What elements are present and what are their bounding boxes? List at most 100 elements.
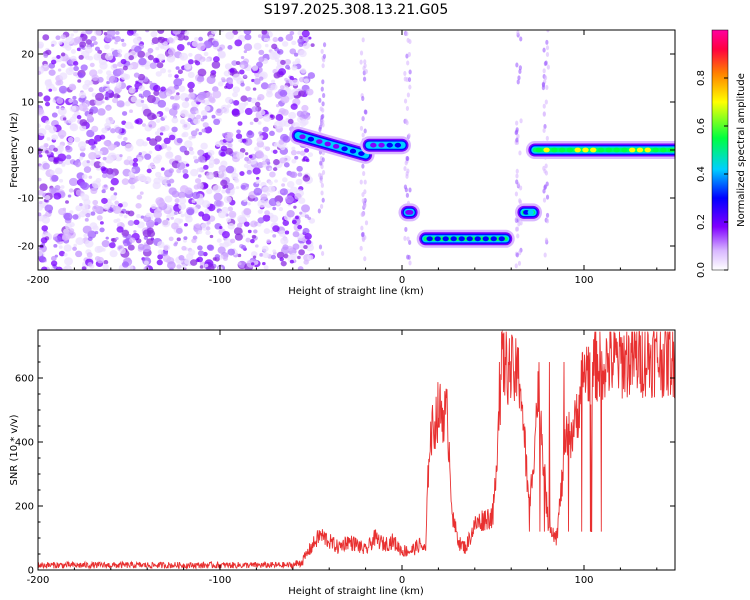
noise-speckle	[152, 165, 157, 170]
noise-speckle	[302, 227, 310, 235]
noise-speckle	[200, 99, 206, 104]
noise-speckle	[121, 178, 130, 185]
noise-speckle	[232, 73, 241, 81]
noise-speckle	[197, 245, 203, 251]
noise-speckle	[214, 199, 222, 207]
noise-speckle	[58, 245, 63, 249]
noise-speckle	[156, 113, 160, 117]
noise-speckle	[121, 229, 130, 237]
noise-speckle	[291, 219, 297, 225]
noise-speckle	[114, 41, 118, 45]
noise-speckle	[256, 96, 262, 101]
noise-speckle	[190, 259, 198, 266]
ridge-4	[514, 203, 543, 222]
ridge-peak	[482, 236, 489, 242]
noise-speckle	[278, 230, 287, 237]
noise-speckle	[117, 53, 122, 58]
ridge-0	[289, 126, 375, 164]
noise-speckle	[159, 126, 166, 132]
noise-speckle	[189, 92, 195, 98]
streak-speckle	[361, 37, 365, 43]
streak-speckle	[404, 118, 408, 124]
noise-speckle	[200, 59, 204, 63]
noise-speckle	[69, 123, 79, 132]
noise-speckle	[47, 78, 52, 83]
noise-speckle	[72, 246, 77, 251]
noise-speckle	[280, 237, 289, 245]
noise-speckle	[256, 222, 262, 227]
noise-speckle	[229, 189, 234, 194]
noise-speckle	[67, 118, 74, 124]
noise-speckle	[38, 154, 43, 158]
noise-speckle	[80, 64, 88, 71]
noise-speckle	[279, 85, 285, 90]
noise-speckle	[102, 173, 108, 179]
noise-speckle	[297, 255, 301, 260]
noise-speckle	[123, 159, 131, 166]
y-tick-label: 20	[21, 50, 34, 61]
noise-speckle	[262, 261, 266, 266]
noise-speckle	[183, 124, 188, 128]
streak-speckle	[363, 128, 367, 134]
noise-speckle	[88, 138, 96, 146]
noise-speckle	[275, 201, 281, 206]
noise-speckle	[123, 214, 128, 219]
noise-speckle	[268, 180, 273, 186]
noise-speckle	[262, 186, 270, 194]
noise-speckle	[113, 192, 118, 196]
noise-speckle	[225, 165, 235, 174]
noise-speckle	[243, 30, 252, 35]
noise-speckle	[205, 91, 213, 99]
noise-speckle	[197, 155, 206, 163]
noise-speckle	[167, 183, 172, 187]
ridge-peak	[613, 147, 620, 153]
noise-speckle	[171, 190, 180, 198]
noise-speckle	[292, 231, 300, 238]
noise-speckle	[38, 189, 44, 196]
noise-speckle	[227, 206, 234, 212]
streak-speckle	[543, 123, 547, 129]
noise-speckle	[155, 118, 161, 123]
noise-speckle	[78, 91, 87, 99]
streak-speckle	[545, 84, 549, 90]
noise-speckle	[107, 143, 116, 151]
noise-speckle	[268, 52, 278, 60]
noise-speckle	[64, 120, 69, 124]
noise-speckle	[132, 37, 141, 45]
noise-speckle	[97, 69, 103, 74]
y-tick-label: 0	[28, 146, 34, 157]
noise-speckle	[60, 52, 66, 57]
noise-speckle	[85, 46, 93, 54]
noise-speckle	[243, 50, 248, 54]
noise-speckle	[76, 47, 81, 52]
noise-speckle	[145, 212, 151, 218]
noise-speckle	[274, 57, 280, 63]
noise-speckle	[219, 226, 223, 230]
streak-speckle	[321, 170, 326, 176]
noise-speckle	[146, 137, 151, 141]
streak-speckle	[408, 240, 412, 246]
noise-speckle	[94, 245, 103, 254]
noise-speckle	[121, 111, 128, 116]
noise-speckle	[163, 137, 171, 145]
noise-speckle	[172, 30, 182, 35]
noise-speckle	[87, 236, 93, 242]
noise-speckle	[181, 245, 187, 251]
noise-speckle	[85, 212, 91, 218]
noise-speckle	[194, 36, 199, 41]
noise-speckle	[72, 95, 77, 100]
noise-speckle	[261, 245, 269, 252]
noise-speckle	[44, 124, 51, 131]
noise-speckle	[92, 199, 99, 206]
noise-speckle	[120, 58, 127, 65]
streak-speckle	[361, 96, 365, 102]
noise-speckle	[196, 75, 205, 83]
noise-speckle	[184, 187, 193, 195]
noise-speckle	[196, 42, 206, 51]
streak-speckle	[541, 81, 545, 87]
noise-speckle	[188, 136, 193, 141]
noise-speckle	[91, 180, 101, 189]
noise-speckle	[200, 142, 208, 150]
noise-speckle	[135, 118, 143, 125]
noise-speckle	[183, 222, 188, 227]
